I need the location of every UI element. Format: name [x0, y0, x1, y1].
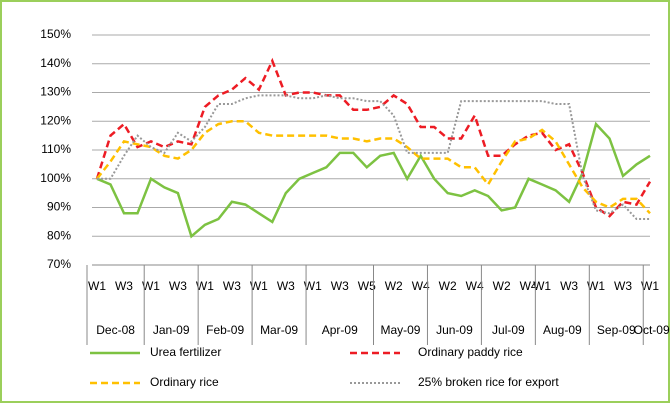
legend-label: Ordinary paddy rice [418, 345, 523, 359]
y-tick-label: 100% [40, 171, 71, 185]
month-label: Sep-09 [597, 323, 636, 337]
y-tick-label: 120% [40, 113, 71, 127]
y-tick-label: 90% [47, 200, 71, 214]
x-tick-label: W4 [412, 279, 430, 293]
x-tick-label: W1 [142, 279, 160, 293]
legend-label: 25% broken rice for export [418, 375, 559, 389]
x-tick-label: W2 [385, 279, 403, 293]
x-tick-label: W3 [277, 279, 295, 293]
month-label: Oct-09 [634, 323, 670, 337]
y-tick-label: 110% [41, 142, 71, 156]
series-line [95, 57, 652, 218]
month-label: Apr-09 [322, 323, 358, 337]
month-label: Jun-09 [436, 323, 473, 337]
y-tick-label: 140% [40, 56, 71, 70]
x-tick-label: W1 [304, 279, 322, 293]
x-tick-label: W2 [493, 279, 511, 293]
x-tick-label: W4 [520, 279, 538, 293]
y-tick-label: 130% [40, 85, 71, 99]
x-tick-label: W5 [358, 279, 376, 293]
x-tick-label: W2 [439, 279, 457, 293]
month-label: Dec-08 [96, 323, 135, 337]
month-label: Aug-09 [543, 323, 582, 337]
x-tick-label: W1 [641, 279, 659, 293]
month-label: Mar-09 [260, 323, 298, 337]
x-tick-label: W3 [560, 279, 578, 293]
series-line [96, 120, 651, 215]
x-tick-label: W3 [115, 279, 133, 293]
x-tick-label: W3 [331, 279, 349, 293]
month-label: May-09 [380, 323, 420, 337]
month-label: Feb-09 [206, 323, 244, 337]
y-tick-label: 150% [40, 27, 71, 41]
series-line [97, 94, 650, 220]
y-tick-label: 70% [47, 257, 71, 271]
y-tick-label: 80% [47, 228, 71, 242]
x-tick-label: W4 [466, 279, 484, 293]
x-tick-label: W3 [223, 279, 241, 293]
series-line [96, 121, 651, 239]
month-label: Jul-09 [492, 323, 525, 337]
legend-label: Urea fertilizer [150, 345, 221, 359]
x-tick-label: W1 [88, 279, 106, 293]
x-tick-label: W1 [587, 279, 605, 293]
x-tick-label: W1 [533, 279, 551, 293]
x-tick-label: W3 [614, 279, 632, 293]
x-tick-label: W1 [196, 279, 214, 293]
x-tick-label: W1 [250, 279, 268, 293]
x-tick-label: W3 [169, 279, 187, 293]
legend-label: Ordinary rice [150, 375, 219, 389]
month-label: Jan-09 [153, 323, 190, 337]
